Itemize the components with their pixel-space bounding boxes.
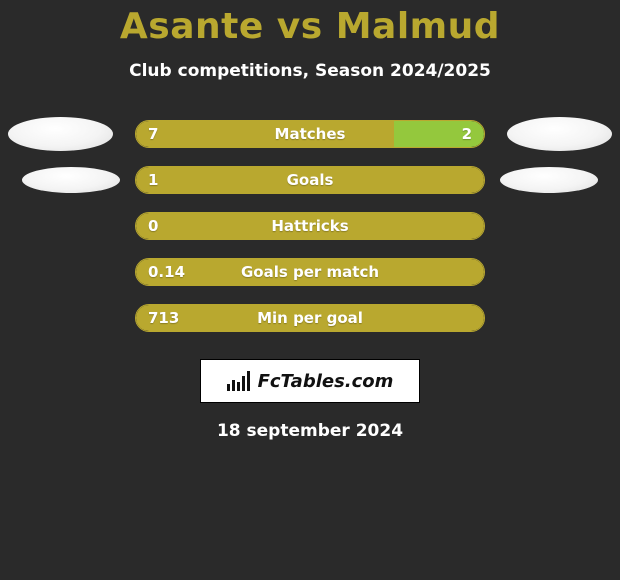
stat-label: Goals per match [241, 263, 379, 281]
fctables-logo: FcTables.com [200, 359, 420, 403]
player-right-ellipse [507, 117, 612, 151]
stat-value-left: 7 [148, 125, 158, 143]
stat-bar: 0.14 Goals per match [135, 258, 485, 286]
stat-label: Hattricks [271, 217, 348, 235]
stat-row: 0.14 Goals per match [0, 249, 620, 295]
player-right-ellipse [500, 167, 598, 193]
stat-row: 0 Hattricks [0, 203, 620, 249]
comparison-infographic: Asante vs Malmud Club competitions, Seas… [0, 0, 620, 580]
logo-text: FcTables.com [258, 371, 394, 392]
page-title: Asante vs Malmud [120, 6, 500, 47]
page-subtitle: Club competitions, Season 2024/2025 [129, 61, 491, 81]
stat-value-right: 2 [462, 125, 472, 143]
stat-value-left: 0.14 [148, 263, 185, 281]
stat-bar: 1 Goals [135, 166, 485, 194]
stat-bar: 713 Min per goal [135, 304, 485, 332]
stat-bar-left-fill [136, 121, 394, 147]
stat-label: Matches [275, 125, 346, 143]
stat-bar: 7 2 Matches [135, 120, 485, 148]
player-left-ellipse [22, 167, 120, 193]
date-text: 18 september 2024 [217, 421, 403, 441]
stat-label: Min per goal [257, 309, 363, 327]
stat-row: 1 Goals [0, 157, 620, 203]
stat-value-left: 0 [148, 217, 158, 235]
stat-bar: 0 Hattricks [135, 212, 485, 240]
stat-value-left: 713 [148, 309, 179, 327]
stat-row: 713 Min per goal [0, 295, 620, 341]
stat-label: Goals [287, 171, 334, 189]
player-left-ellipse [8, 117, 113, 151]
stat-rows: 7 2 Matches 1 Goals 0 Hattricks 0.14 Goals per m… [0, 111, 620, 341]
bar-chart-icon [227, 371, 250, 391]
stat-value-left: 1 [148, 171, 158, 189]
stat-row: 7 2 Matches [0, 111, 620, 157]
